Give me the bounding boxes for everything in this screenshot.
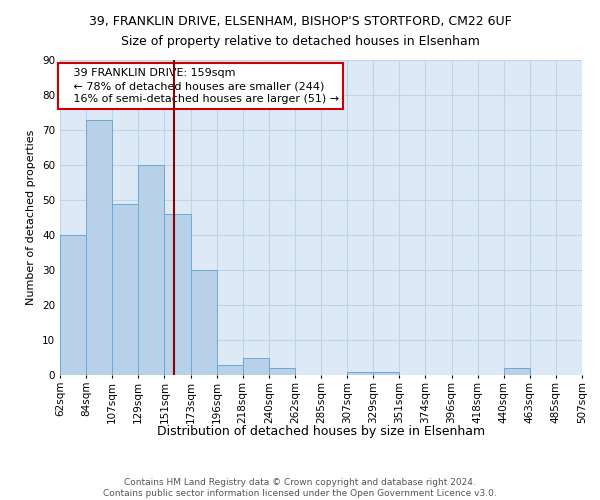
Bar xyxy=(243,358,269,375)
Text: 39 FRANKLIN DRIVE: 159sqm   
   ← 78% of detached houses are smaller (244)
   16: 39 FRANKLIN DRIVE: 159sqm ← 78% of detac… xyxy=(62,68,339,104)
Y-axis label: Number of detached properties: Number of detached properties xyxy=(26,130,37,305)
Bar xyxy=(112,204,139,375)
Bar xyxy=(504,368,530,375)
Bar xyxy=(60,235,86,375)
Bar xyxy=(217,364,243,375)
Bar xyxy=(139,165,164,375)
X-axis label: Distribution of detached houses by size in Elsenham: Distribution of detached houses by size … xyxy=(157,426,485,438)
Text: Size of property relative to detached houses in Elsenham: Size of property relative to detached ho… xyxy=(121,35,479,48)
Bar xyxy=(191,270,217,375)
Bar xyxy=(347,372,373,375)
Bar xyxy=(373,372,400,375)
Text: Contains HM Land Registry data © Crown copyright and database right 2024.
Contai: Contains HM Land Registry data © Crown c… xyxy=(103,478,497,498)
Bar xyxy=(164,214,191,375)
Bar xyxy=(269,368,295,375)
Bar xyxy=(86,120,112,375)
Text: 39, FRANKLIN DRIVE, ELSENHAM, BISHOP'S STORTFORD, CM22 6UF: 39, FRANKLIN DRIVE, ELSENHAM, BISHOP'S S… xyxy=(89,15,511,28)
